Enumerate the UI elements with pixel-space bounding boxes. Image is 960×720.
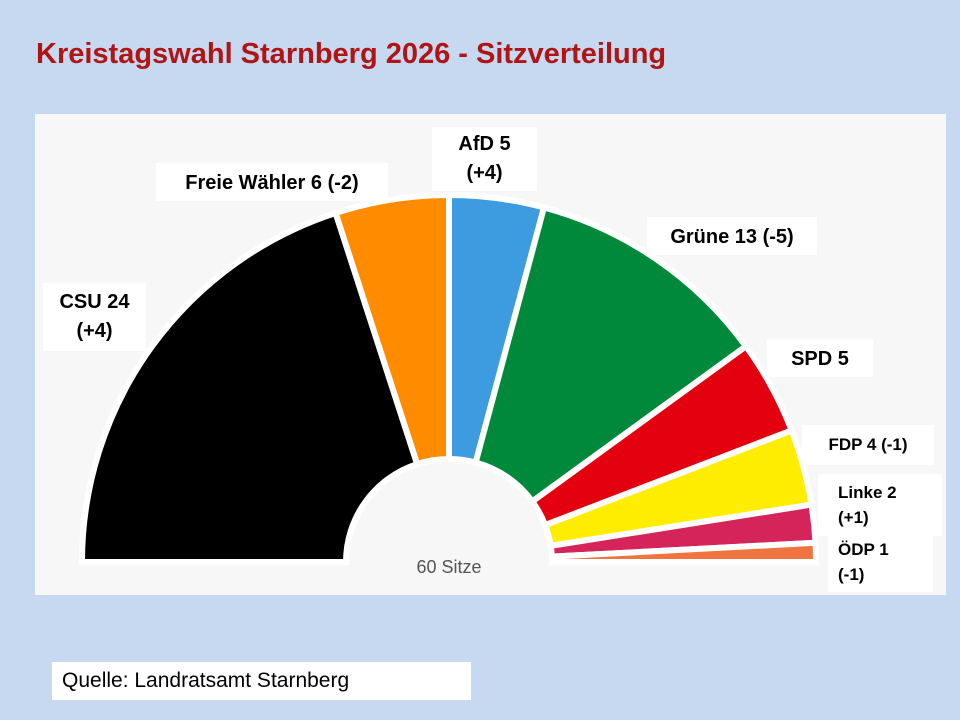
label-fdp-line-1: FDP 4 (-1) [828,435,908,454]
label-gruene-line-1: Grüne 13 (-5) [670,226,794,248]
label-fdp: FDP 4 (-1) [802,425,934,465]
label-spd-line-1: SPD 5 [791,348,849,370]
label-csu-line-2: (+4) [76,320,113,342]
label-spd: SPD 5 [767,339,873,377]
label-afd: AfD 5 (+4) [432,127,537,191]
label-afd-line-2: (+4) [466,162,503,184]
label-oedp-line-2: (-1) [838,564,865,584]
label-gruene: Grüne 13 (-5) [647,217,817,255]
slice-csu [78,209,421,565]
source-note: Quelle: Landratsamt Starnberg [52,662,471,700]
label-oedp: ÖDP 1 (-1) [828,536,933,592]
center-label: 60 Sitze [416,557,481,577]
slice-gruene [471,203,751,506]
label-csu: CSU 24 (+4) [43,283,146,351]
label-afd-line-1: AfD 5 [458,133,511,155]
label-csu-line-1: CSU 24 [59,291,130,313]
label-linke: Linke 2 (+1) [818,474,942,536]
chart-slices [78,191,820,565]
chart-title: Kreistagswahl Starnberg 2026 - Sitzverte… [36,38,667,70]
label-linke-line-1: Linke 2 [838,483,897,502]
label-freie-waehler: Freie Wähler 6 (-2) [156,163,388,201]
label-freie-waehler-line-1: Freie Wähler 6 (-2) [185,172,359,194]
label-oedp-line-1: ÖDP 1 [838,540,889,559]
label-linke-line-2: (+1) [838,507,869,527]
slice-oedp [548,539,820,565]
